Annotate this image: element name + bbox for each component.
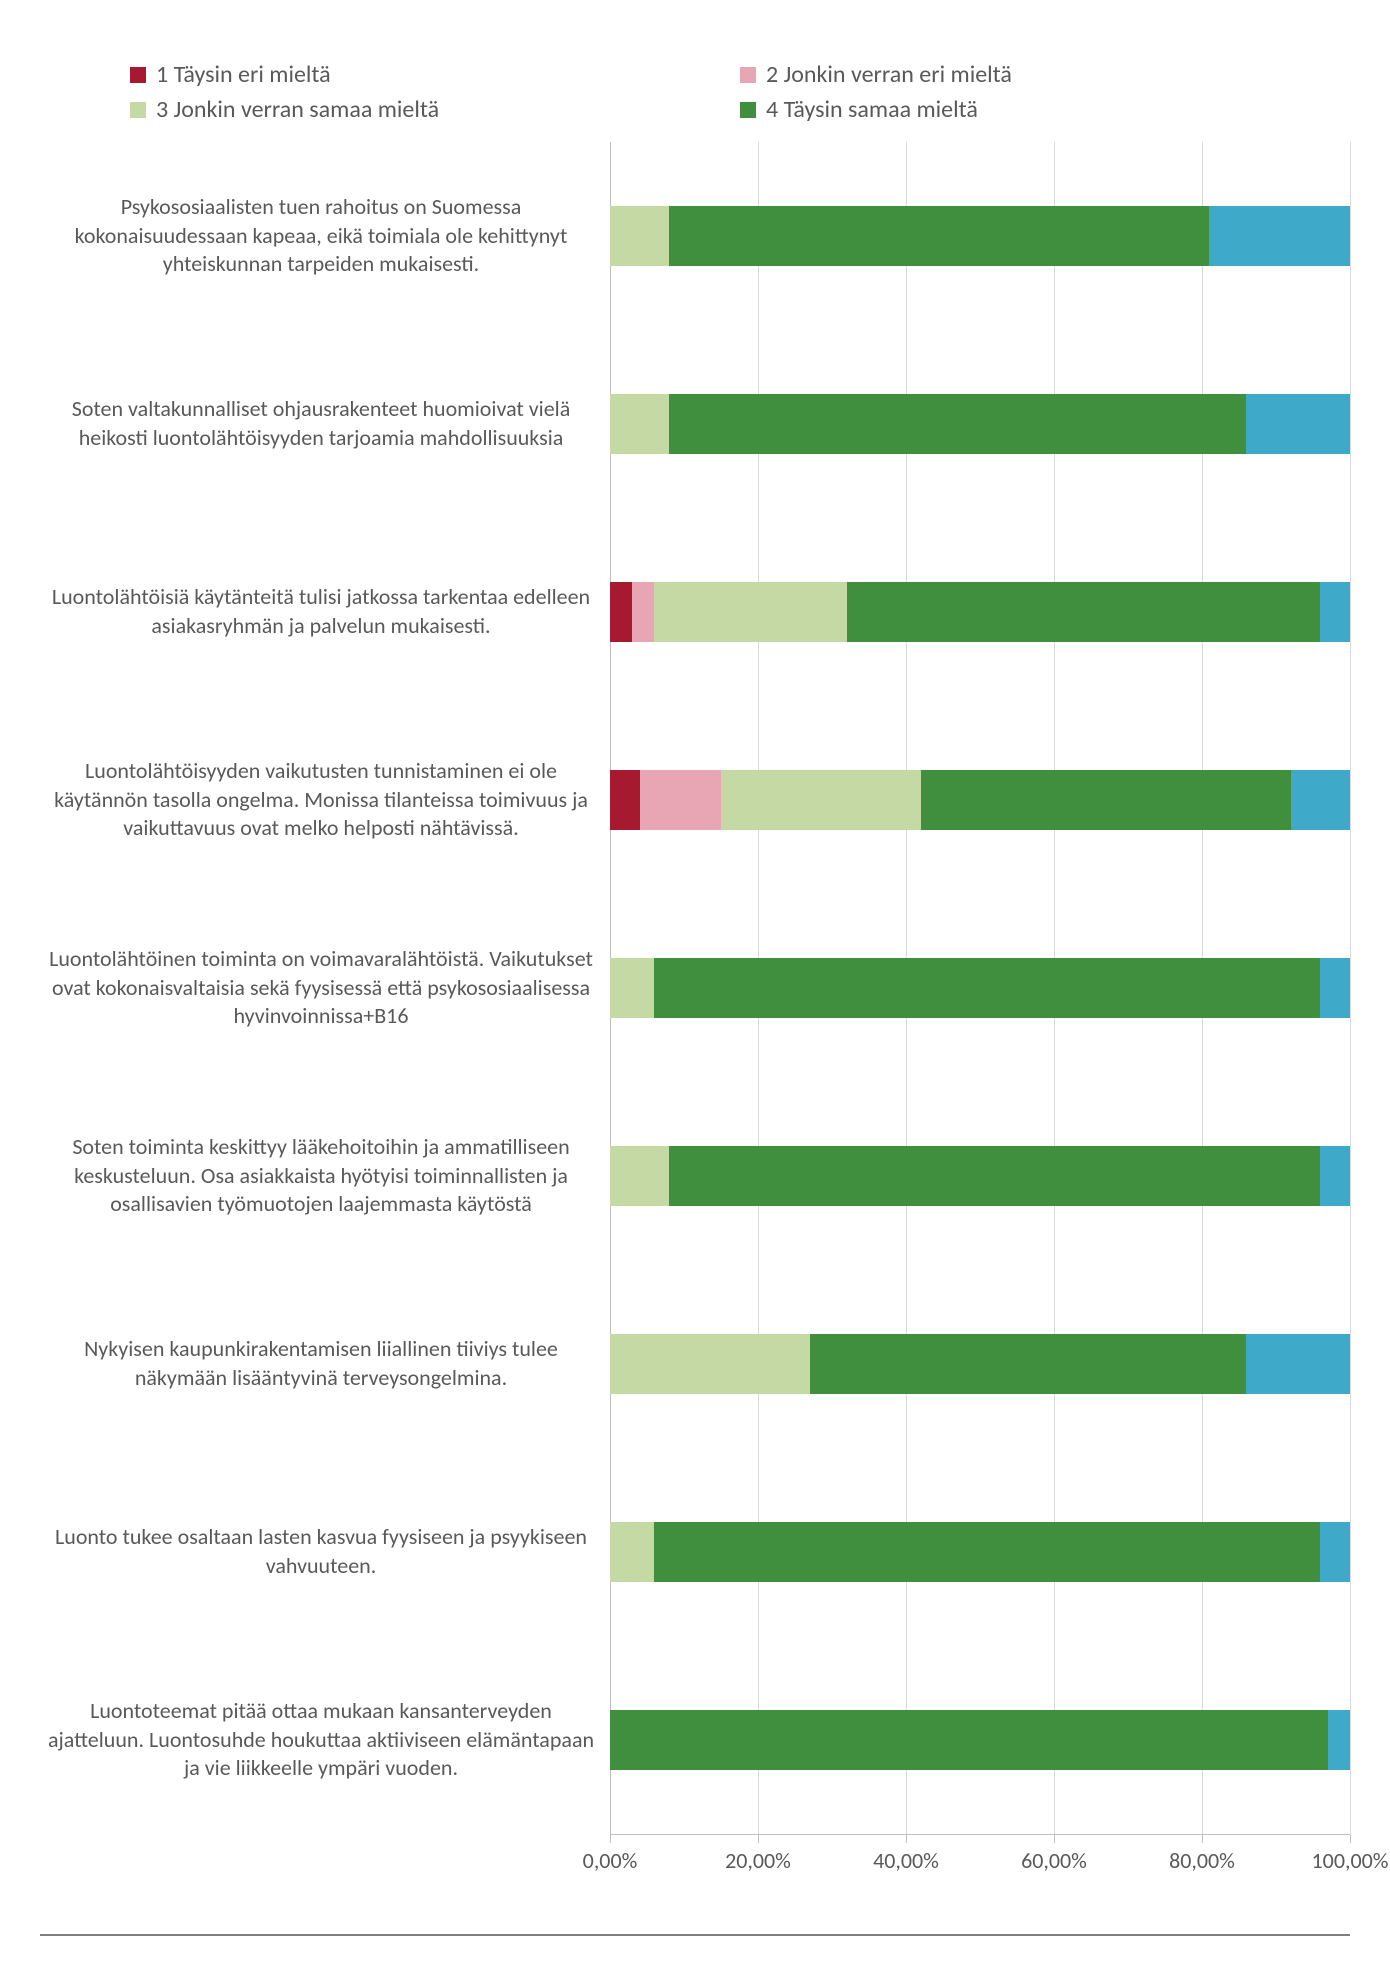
- bar-segment-extra: [1320, 582, 1350, 642]
- x-tick: [758, 1835, 759, 1843]
- bar-segment-s1: [610, 582, 632, 642]
- stacked-bar: [610, 1710, 1350, 1770]
- category-label: Luontolähtöisyyden vaikutusten tunnistam…: [40, 757, 610, 843]
- x-tick: [906, 1835, 907, 1843]
- plot-area: [610, 142, 1350, 1834]
- bar-segment-s1: [610, 770, 640, 830]
- stacked-bar: [610, 1334, 1350, 1394]
- y-label-row: Luonto tukee osaltaan lasten kasvua fyys…: [40, 1458, 610, 1646]
- x-axis: 0,00%20,00%40,00%60,00%80,00%100,00%: [610, 1834, 1350, 1894]
- y-label-row: Nykyisen kaupunkirakentamisen liiallinen…: [40, 1270, 610, 1458]
- stacked-bar: [610, 1146, 1350, 1206]
- bar-segment-s3: [654, 582, 846, 642]
- stacked-bar-chart: 1 Täysin eri mieltä 2 Jonkin verran eri …: [40, 60, 1350, 1936]
- bar-segment-s4: [654, 958, 1320, 1018]
- bar-segment-s4: [654, 1522, 1320, 1582]
- legend-item-4: 4 Täysin samaa mieltä: [740, 95, 1350, 124]
- bar-segment-s3: [610, 1522, 654, 1582]
- bar-segment-extra: [1320, 1522, 1350, 1582]
- legend-swatch: [740, 67, 756, 83]
- y-label-row: Luontolähtöisiä käytänteitä tulisi jatko…: [40, 518, 610, 706]
- legend-item-2: 2 Jonkin verran eri mieltä: [740, 60, 1350, 89]
- x-tick-label: 40,00%: [873, 1847, 939, 1874]
- bar-row: [610, 1270, 1350, 1458]
- legend-swatch: [740, 102, 756, 118]
- bar-segment-s3: [610, 1146, 669, 1206]
- bar-segment-s3: [610, 394, 669, 454]
- category-label: Luontoteemat pitää ottaa mukaan kansante…: [40, 1697, 610, 1783]
- bar-segment-extra: [1291, 770, 1350, 830]
- bar-segment-s2: [640, 770, 721, 830]
- x-tick-label: 80,00%: [1169, 1847, 1235, 1874]
- category-label: Soten toiminta keskittyy lääkehoitoihin …: [40, 1133, 610, 1219]
- bars: [610, 142, 1350, 1834]
- bar-segment-extra: [1328, 1710, 1350, 1770]
- y-label-row: Luontoteemat pitää ottaa mukaan kansante…: [40, 1646, 610, 1834]
- legend-item-1: 1 Täysin eri mieltä: [130, 60, 740, 89]
- legend-label: 2 Jonkin verran eri mieltä: [766, 60, 1012, 89]
- bar-segment-s3: [610, 958, 654, 1018]
- bar-segment-extra: [1246, 1334, 1350, 1394]
- gridline: [1350, 142, 1351, 1834]
- bar-segment-s4: [669, 206, 1209, 266]
- x-tick: [610, 1835, 611, 1843]
- stacked-bar: [610, 770, 1350, 830]
- category-label: Luonto tukee osaltaan lasten kasvua fyys…: [40, 1523, 610, 1580]
- x-tick-label: 20,00%: [725, 1847, 791, 1874]
- chart-body: Psykososiaalisten tuen rahoitus on Suome…: [40, 142, 1350, 1834]
- y-label-row: Soten valtakunnalliset ohjausrakenteet h…: [40, 330, 610, 518]
- bar-segment-extra: [1209, 206, 1350, 266]
- bar-segment-s3: [610, 206, 669, 266]
- bar-row: [610, 1082, 1350, 1270]
- category-label: Soten valtakunnalliset ohjausrakenteet h…: [40, 395, 610, 452]
- bar-row: [610, 330, 1350, 518]
- legend-item-3: 3 Jonkin verran samaa mieltä: [130, 95, 740, 124]
- x-tick-label: 60,00%: [1021, 1847, 1087, 1874]
- category-label: Psykososiaalisten tuen rahoitus on Suome…: [40, 193, 610, 279]
- x-tick-label: 100,00%: [1312, 1847, 1389, 1874]
- bar-segment-s2: [632, 582, 654, 642]
- bar-segment-s4: [610, 1710, 1328, 1770]
- x-tick: [1202, 1835, 1203, 1843]
- y-label-row: Psykososiaalisten tuen rahoitus on Suome…: [40, 142, 610, 330]
- bar-row: [610, 518, 1350, 706]
- x-tick-label: 0,00%: [583, 1847, 638, 1874]
- bar-segment-s4: [669, 394, 1246, 454]
- category-label: Nykyisen kaupunkirakentamisen liiallinen…: [40, 1335, 610, 1392]
- legend-label: 3 Jonkin verran samaa mieltä: [156, 95, 439, 124]
- bar-segment-s4: [847, 582, 1321, 642]
- bar-segment-extra: [1246, 394, 1350, 454]
- y-label-row: Luontolähtöisyyden vaikutusten tunnistam…: [40, 706, 610, 894]
- bar-segment-s3: [610, 1334, 810, 1394]
- bar-segment-extra: [1320, 958, 1350, 1018]
- bar-segment-s4: [810, 1334, 1247, 1394]
- legend-label: 4 Täysin samaa mieltä: [766, 95, 978, 124]
- bar-row: [610, 894, 1350, 1082]
- legend-swatch: [130, 102, 146, 118]
- stacked-bar: [610, 1522, 1350, 1582]
- legend-label: 1 Täysin eri mieltä: [156, 60, 331, 89]
- legend: 1 Täysin eri mieltä 2 Jonkin verran eri …: [130, 60, 1350, 124]
- x-tick: [1054, 1835, 1055, 1843]
- bar-segment-s4: [921, 770, 1291, 830]
- category-label: Luontolähtöinen toiminta on voimavaraläh…: [40, 945, 610, 1031]
- y-label-row: Luontolähtöinen toiminta on voimavaraläh…: [40, 894, 610, 1082]
- bar-segment-s3: [721, 770, 921, 830]
- bar-segment-s4: [669, 1146, 1320, 1206]
- bar-row: [610, 1458, 1350, 1646]
- bar-row: [610, 1646, 1350, 1834]
- stacked-bar: [610, 394, 1350, 454]
- category-label: Luontolähtöisiä käytänteitä tulisi jatko…: [40, 583, 610, 640]
- bar-segment-extra: [1320, 1146, 1350, 1206]
- bar-row: [610, 142, 1350, 330]
- bottom-rule: [40, 1934, 1350, 1936]
- stacked-bar: [610, 958, 1350, 1018]
- legend-swatch: [130, 67, 146, 83]
- y-axis-labels: Psykososiaalisten tuen rahoitus on Suome…: [40, 142, 610, 1834]
- stacked-bar: [610, 582, 1350, 642]
- y-label-row: Soten toiminta keskittyy lääkehoitoihin …: [40, 1082, 610, 1270]
- x-tick: [1350, 1835, 1351, 1843]
- stacked-bar: [610, 206, 1350, 266]
- bar-row: [610, 706, 1350, 894]
